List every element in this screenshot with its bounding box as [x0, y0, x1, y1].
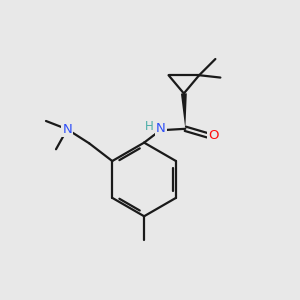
Text: N: N [156, 122, 166, 135]
Polygon shape [181, 93, 187, 129]
Text: H: H [145, 120, 154, 133]
Text: N: N [62, 123, 72, 136]
Text: O: O [208, 129, 219, 142]
